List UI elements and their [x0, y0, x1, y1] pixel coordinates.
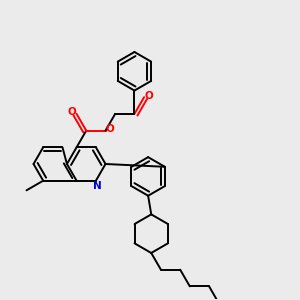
Text: N: N	[93, 181, 102, 191]
Text: O: O	[106, 124, 114, 134]
Text: O: O	[68, 107, 76, 117]
Text: O: O	[144, 91, 153, 101]
